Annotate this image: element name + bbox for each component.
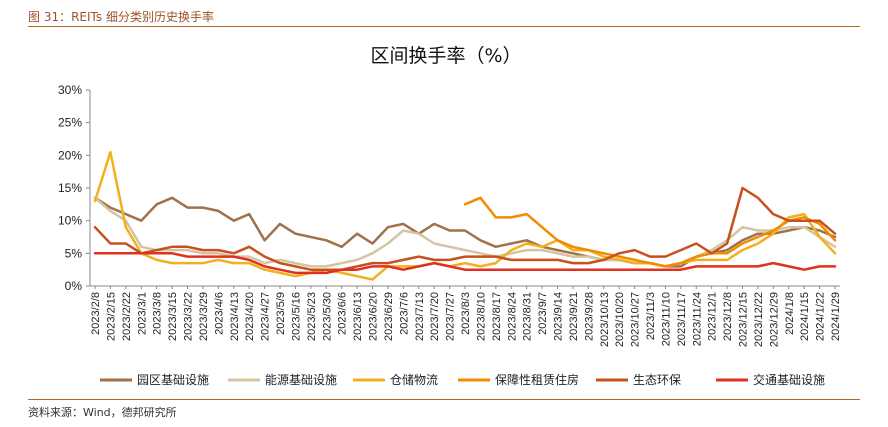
x-tick-label: 2023/6/29 [383,292,395,341]
x-tick-label: 2023/3/22 [183,292,195,341]
x-tick-label: 2023/6/13 [352,292,364,341]
x-tick-label: 2023/11/10 [660,292,672,346]
x-tick-label: 2023/5/23 [306,292,318,341]
x-tick-label: 2023/4/20 [244,292,256,341]
x-tick-label: 2023/2/15 [105,292,117,341]
x-tick-label: 2023/4/27 [260,292,272,341]
series-line [93,252,837,275]
x-tick-label: 2023/8/3 [460,292,472,335]
x-tick-label: 2024/1/15 [799,292,811,341]
y-tick-label: 0% [65,279,83,293]
x-tick-label: 2023/6/6 [337,292,349,335]
x-tick-label: 2023/9/21 [568,292,580,341]
y-tick-label: 30% [58,83,82,97]
legend-label: 交通基础设施 [753,372,825,387]
legend-label: 保障性租赁住房 [495,372,579,387]
y-tick-label: 25% [58,116,82,130]
x-tick-label: 2023/12/8 [722,292,734,341]
series-line [93,150,837,281]
figure-caption: 图 31：REITs 细分类别历史换手率 [28,10,214,24]
x-tick-label: 2023/2/22 [121,292,133,341]
series-line [463,196,837,268]
x-tick-label: 2023/9/14 [553,292,565,341]
x-tick-label: 2023/11/3 [645,292,657,340]
x-tick-label: 2023/3/1 [136,292,148,335]
top-rule [28,26,860,27]
x-tick-label: 2024/1/8 [784,292,796,335]
series-lines [93,150,837,281]
x-tick-label: 2023/8/31 [522,292,534,341]
x-tick-label: 2023/9/28 [583,292,595,341]
x-tick-label: 2023/10/13 [599,292,611,347]
x-tick-label: 2023/5/16 [290,292,302,341]
y-tick-label: 10% [58,214,82,228]
axes: 0% 5% 10% 15% 20% 25% 30% 2023/2/8 2023/2/15 2023… [58,83,842,347]
legend-label: 生态环保 [633,373,681,387]
y-tick-label: 20% [58,148,82,162]
x-tick-label: 2023/12/15 [738,292,750,347]
x-tick-label: 2023/5/9 [275,292,287,335]
turnover-line-chart: 区间换手率（%） 0%5%10%15%20%25%30%2023/2/8 2023… [58,45,842,387]
x-tick-label: 2023/10/20 [614,292,626,347]
chart-title: 区间换手率（%） [370,45,521,67]
x-tick-label: 2023/3/29 [198,292,210,341]
x-tick-label: 2023/7/13 [414,292,426,341]
series-line [93,196,837,268]
x-tick-label: 2023/12/29 [768,292,780,347]
x-tick-label: 2023/9/7 [537,292,549,335]
x-tick-label: 2023/3/8 [152,292,164,335]
x-tick-label: 2023/12/22 [753,292,765,347]
x-tick-label: 2023/2/8 [90,292,102,335]
bottom-rule [28,399,860,400]
legend-label: 园区基础设施 [137,373,209,387]
x-tick-label: 2023/4/13 [229,292,241,341]
legend-label: 仓储物流 [390,372,438,387]
x-tick-label: 2023/7/20 [429,292,441,341]
source-note: 资料来源：Wind，德邦研究所 [28,406,177,419]
x-tick-label: 2024/1/29 [830,292,842,341]
x-tick-label: 2023/8/24 [506,292,518,341]
x-tick-label: 2023/11/17 [676,292,688,346]
x-tick-label: 2023/3/15 [167,292,179,341]
y-tick-label: 5% [65,246,83,260]
x-tick-label: 2023/8/10 [475,292,487,341]
x-tick-label: 2024/1/22 [815,292,827,341]
legend: 园区基础设施 能源基础设施 仓储物流 保障性租赁住房 生态环保 交通基础设施 [100,372,825,387]
x-tick-label: 2023/11/24 [691,292,703,346]
series-line [93,186,837,271]
x-tick-label: 2023/4/6 [213,292,225,335]
x-tick-label: 2023/7/6 [398,292,410,335]
x-tick-label: 2023/10/27 [630,292,642,347]
y-tick-label: 15% [58,181,82,195]
x-tick-label: 2023/8/17 [491,292,503,341]
x-tick-label: 2023/6/20 [368,292,380,341]
legend-label: 能源基础设施 [265,373,337,387]
x-tick-label: 2023/12/1 [707,292,719,341]
x-tick-label: 2023/5/30 [321,292,333,341]
x-tick-label: 2023/7/27 [445,292,457,341]
